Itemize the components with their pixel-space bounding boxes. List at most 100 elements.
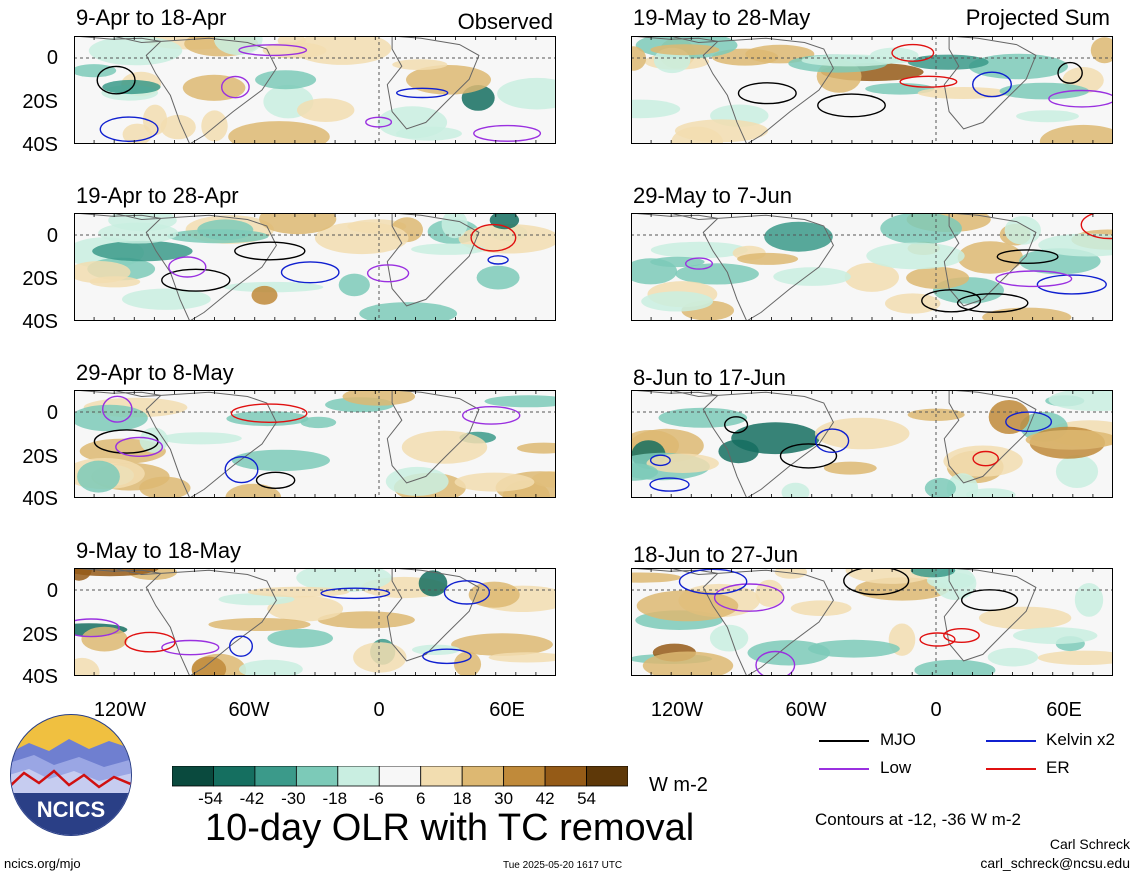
colorbar-tick-label: 6 <box>415 789 426 808</box>
anomaly-region <box>296 568 392 593</box>
wave-contour <box>396 87 449 99</box>
coastline <box>74 390 161 398</box>
wave-contour <box>737 82 797 105</box>
anomaly-region <box>458 224 556 254</box>
anomaly-region <box>401 430 488 464</box>
anomaly-region <box>191 656 227 676</box>
colorbar-tick-label: -30 <box>281 789 306 808</box>
wave-contour <box>462 406 521 425</box>
y-tick-20s-p1: 20S <box>22 91 58 113</box>
legend-line-low <box>819 768 869 770</box>
anomaly-region <box>353 642 407 673</box>
anomaly-region <box>197 219 254 241</box>
wave-contour <box>228 635 253 657</box>
anomaly-region <box>451 633 553 656</box>
anomaly-region <box>646 453 719 473</box>
anomaly-region <box>239 659 303 676</box>
x-tick-60e-left: 60E <box>489 699 525 721</box>
colorbar-swatch <box>172 766 214 787</box>
anomaly-region <box>139 476 191 498</box>
anomaly-region <box>453 651 482 676</box>
anomaly-region <box>658 407 748 428</box>
olr-map-panel <box>631 213 1113 321</box>
anomaly-region <box>1016 110 1079 123</box>
anomaly-region <box>1037 650 1113 665</box>
colorbar-swatch <box>544 766 587 787</box>
anomaly-region <box>636 590 739 622</box>
anomaly-region <box>476 265 520 290</box>
olr-map-panel <box>74 213 556 321</box>
colorbar-tick-label: 18 <box>452 789 472 808</box>
coastline <box>145 391 277 498</box>
anomaly-region <box>223 281 324 293</box>
wave-contour <box>995 270 1073 288</box>
anomaly-region <box>359 302 458 321</box>
anomaly-region <box>208 618 311 631</box>
y-tick-0-p1: 0 <box>46 47 58 69</box>
y-tick-0-p3: 0 <box>46 402 58 424</box>
anomaly-region <box>865 83 935 95</box>
coastline <box>145 214 277 321</box>
anomaly-region <box>781 482 810 498</box>
anomaly-region <box>642 651 734 676</box>
panel-title-obs-1: 9-Apr to 18-Apr <box>76 5 227 30</box>
wave-contour <box>234 241 306 261</box>
olr-map-panel <box>631 568 1113 676</box>
wave-contour <box>487 255 509 265</box>
anomaly-region <box>108 213 177 232</box>
anomaly-region <box>907 54 989 70</box>
y-tick-40s-p3: 40S <box>22 488 58 510</box>
anomaly-region <box>182 74 246 101</box>
coastline <box>631 36 718 44</box>
colorbar-tick-label: -54 <box>198 789 223 808</box>
wave-contour <box>320 587 391 600</box>
anomaly-region <box>77 460 120 493</box>
wave-contour <box>168 256 207 278</box>
y-tick-40s-p2: 40S <box>22 311 58 333</box>
wave-contour <box>96 65 136 95</box>
coastline <box>631 213 718 221</box>
legend-label-er: ER <box>1046 758 1070 777</box>
ncics-logo: NCICS <box>10 714 132 836</box>
wave-contour <box>124 631 176 653</box>
wave-contour <box>365 116 393 128</box>
colorbar-tick-label: -18 <box>322 789 348 808</box>
colorbar-tick-label: -42 <box>239 789 265 808</box>
y-tick-20s-p2: 20S <box>22 268 58 290</box>
y-tick-20s-p4: 20S <box>22 624 58 646</box>
panel-title-obs-4: 9-May to 18-May <box>76 538 242 563</box>
wave-contour <box>422 648 472 665</box>
colorbar-swatch <box>503 766 546 787</box>
wave-contour <box>779 443 838 469</box>
anomaly-region <box>122 288 211 310</box>
colorbar-swatch <box>378 766 422 787</box>
anomaly-region <box>1038 233 1113 257</box>
colorbar <box>172 766 628 787</box>
anomaly-region <box>338 273 370 297</box>
y-tick-20s-p3: 20S <box>22 446 58 468</box>
anomaly-region <box>999 82 1089 100</box>
coastline <box>631 390 718 398</box>
wave-contour <box>891 43 935 62</box>
anomaly-region <box>790 600 852 616</box>
anomaly-region <box>631 572 682 583</box>
wave-contour <box>161 268 231 292</box>
wave-contour <box>220 75 250 99</box>
x-tick-60w-right: 60W <box>785 699 827 721</box>
legend-label-mjo: MJO <box>880 730 916 749</box>
wave-contour <box>678 568 748 595</box>
panel-title-proj-3: 8-Jun to 17-Jun <box>633 365 786 390</box>
author: Carl Schreck <box>1049 836 1130 852</box>
legend-label-kelvin: Kelvin x2 <box>1046 730 1115 749</box>
coastline <box>74 36 161 44</box>
anomaly-region <box>411 243 486 255</box>
site-url[interactable]: ncics.org/mjo <box>4 856 81 871</box>
anomaly-region <box>81 626 128 652</box>
wave-contour <box>649 477 690 492</box>
olr-map-panel <box>74 390 556 498</box>
anomaly-region <box>228 121 330 144</box>
anomaly-region <box>89 276 141 288</box>
panel-title-proj-4: 18-Jun to 27-Jun <box>633 542 799 567</box>
coastline <box>943 568 1037 662</box>
anomaly-region <box>924 477 956 498</box>
